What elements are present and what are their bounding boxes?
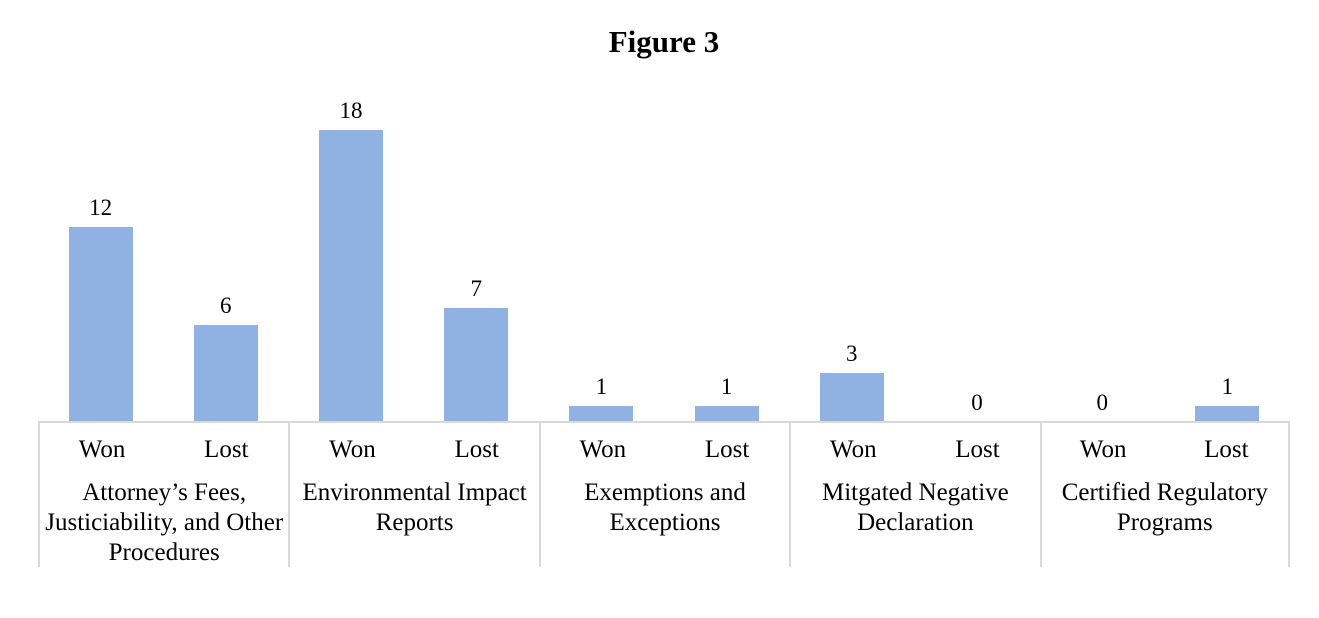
tick-label-won: Won	[1079, 436, 1127, 463]
tick-label-won: Won	[78, 436, 126, 463]
value-label-lost: 1	[1221, 373, 1234, 399]
tick-label-lost: Lost	[704, 436, 750, 463]
tick-label-lost: Lost	[955, 436, 1000, 463]
value-label-lost: 7	[470, 276, 482, 302]
category-label: Environmental Impact Reports	[302, 479, 527, 536]
tick-label-lost: Lost	[1204, 436, 1249, 463]
bar-lost	[444, 308, 509, 422]
category-cell: Won Lost Mitgated Negative Declaration	[789, 422, 1039, 567]
bar-lost	[1195, 405, 1260, 422]
category-cell: Won Lost Certified Regulatory Programs	[1039, 422, 1290, 567]
value-label-lost: 1	[720, 373, 733, 399]
bar-won	[319, 129, 383, 422]
x-axis-line	[38, 421, 1290, 423]
chart-title: Figure 3	[608, 24, 720, 59]
bar-won	[819, 373, 884, 422]
category-cell: Won Lost Exemptions and Exceptions	[538, 422, 789, 567]
category-label: Exemptions and Exceptions	[584, 479, 746, 536]
tick-label-won: Won	[329, 436, 376, 463]
value-label-won: 1	[595, 373, 608, 399]
value-label-won: 0	[1096, 390, 1108, 415]
plot-area: 12 6 18 7 1 1 3 0 0 1	[38, 0, 1290, 422]
category-label: Mitgated Negative Declaration	[822, 479, 1009, 536]
category-label: Certified Regulatory Programs	[1061, 479, 1268, 536]
category-cell: Won Lost Attorney’s Fees, Justiciability, …	[38, 422, 288, 567]
bar-lost	[694, 405, 759, 422]
value-label-won: 18	[339, 97, 363, 123]
bar-won	[569, 405, 634, 422]
value-label-won: 12	[89, 195, 113, 220]
value-label-won: 3	[846, 341, 858, 367]
bar-lost	[193, 324, 258, 422]
category-cell: Won Lost Environmental Impact Reports	[288, 422, 538, 567]
value-label-lost: 6	[220, 292, 232, 318]
tick-label-won: Won	[829, 436, 877, 463]
tick-label-lost: Lost	[204, 436, 249, 463]
value-label-lost: 0	[971, 390, 983, 415]
tick-label-won: Won	[579, 436, 627, 463]
category-label: Attorney’s Fees, Justiciability, and Oth…	[45, 479, 284, 566]
bar-won	[68, 227, 133, 422]
category-axis: Won Lost Attorney’s Fees, Justiciability, …	[38, 422, 1290, 567]
tick-label-lost: Lost	[454, 436, 499, 463]
